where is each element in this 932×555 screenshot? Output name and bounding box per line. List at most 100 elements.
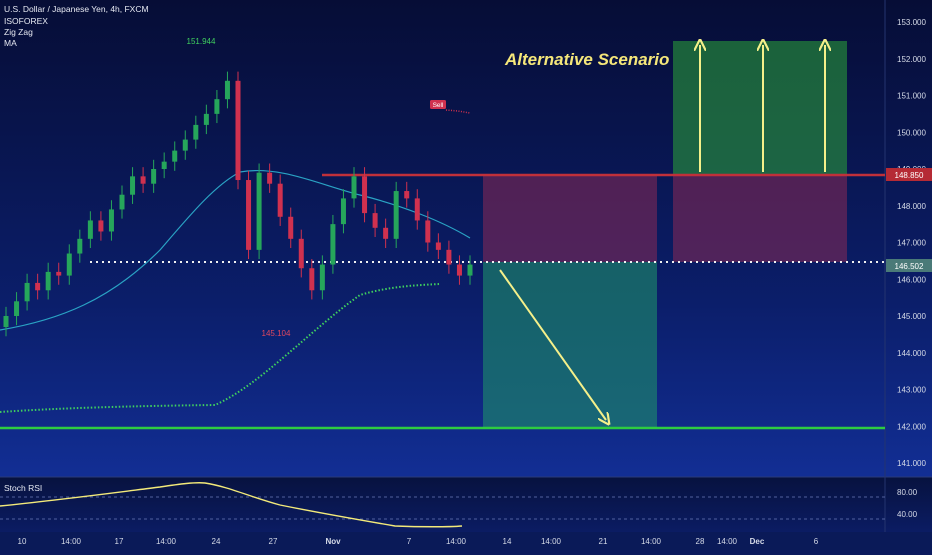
y-tick-label: 144.000 [897,349,926,358]
candle-up [193,124,199,140]
alt-target-zone [673,41,847,175]
candle-up [161,161,167,169]
candle-up [151,169,157,184]
x-tick-label: Dec [750,537,765,546]
current-price-label: 146.502 [895,262,924,271]
rsi-level-80: 80.00 [897,488,918,497]
y-tick-label: 151.000 [897,92,926,101]
y-tick-label: 152.000 [897,55,926,64]
candle-down [56,271,62,276]
candle-up [66,253,72,276]
rsi-title[interactable]: Stoch RSI [4,483,43,493]
alt-stop-zone [673,175,847,262]
x-tick-label: 10 [18,537,27,546]
candle-down [309,268,315,291]
y-tick-label: 141.000 [897,459,926,468]
candle-up [214,99,220,114]
candle-up [393,191,399,239]
down-arrow [499,269,606,420]
candle-up [203,113,209,125]
candle-up [172,150,178,162]
candle-down [140,176,146,184]
candle-down [288,216,294,239]
x-tick-label: 24 [212,537,221,546]
candle-down [246,180,252,250]
indicator-ma[interactable]: MA [4,38,17,48]
rsi-panel-background [0,477,932,532]
x-tick-label: 28 [696,537,705,546]
x-tick-label: 27 [269,537,278,546]
candle-down [362,176,368,214]
sell-marker-label: Sell [433,102,444,109]
x-tick-label: 14:00 [641,537,662,546]
high-label: 151.944 [187,37,216,46]
candle-down [372,213,378,228]
sell-stop-zone [483,175,657,262]
candle-down [298,238,304,269]
y-tick-label: 153.000 [897,18,926,27]
rsi-line [0,482,463,528]
x-tick-label: Nov [325,537,341,546]
sell-target-zone [483,262,657,428]
candle-up [3,316,9,328]
candle-up [340,198,346,225]
candle-down [435,242,441,250]
candle-up [45,271,51,291]
y-tick-label: 142.000 [897,422,926,431]
candle-up [467,264,473,276]
indicator-zigzag[interactable]: Zig Zag [4,27,33,37]
sell-marker-badge [430,100,446,109]
y-tick-label: 148.000 [897,202,926,211]
candle-down [383,227,389,239]
candle-down [35,282,41,291]
candle-up [14,301,20,316]
scenario-title: Alternative Scenario [505,50,670,69]
x-tick-label: 6 [814,537,819,546]
candle-up [119,194,125,210]
candlestick-series [3,71,473,337]
x-tick-label: 17 [115,537,124,546]
candle-up [87,220,93,239]
candle-up [224,80,230,100]
sell-trail [445,109,471,114]
candle-down [404,191,410,199]
candle-up [77,238,83,254]
x-tick-label: 14:00 [446,537,467,546]
candle-up [24,282,30,302]
candle-down [277,183,283,217]
candle-down [414,198,420,221]
x-tick-label: 14:00 [156,537,177,546]
x-tick-label: 7 [407,537,412,546]
candle-up [330,224,336,265]
candle-up [351,176,357,199]
trailing-dots-line [0,283,441,413]
low-label: 145.104 [262,329,291,338]
y-tick-label: 147.000 [897,239,926,248]
resistance-price-label: 148.850 [895,171,924,180]
time-axis-background [0,532,932,550]
candle-down [235,80,241,181]
x-tick-label: 14:00 [541,537,562,546]
candle-down [267,172,273,184]
candle-up [256,172,262,250]
candle-up [130,176,136,195]
symbol-title: U.S. Dollar / Japanese Yen, 4h, FXCM [4,4,149,14]
resistance-price-badge [886,168,932,181]
time-axis[interactable]: 10 14:00 17 14:00 24 27 Nov 7 14:00 14 14:00 21 14:0… [18,537,819,546]
candle-down [446,249,452,265]
x-tick-label: 14 [503,537,512,546]
x-tick-label: 14:00 [61,537,82,546]
y-tick-label: 145.000 [897,312,926,321]
x-tick-label: 14:00 [717,537,738,546]
candle-down [425,220,431,243]
y-tick-label: 143.000 [897,386,926,395]
candle-down [98,220,104,232]
indicator-isoforex[interactable]: ISOFOREX [4,16,48,26]
current-price-badge [886,259,932,272]
y-tick-label: 150.000 [897,128,926,137]
candle-up [108,209,114,232]
rsi-level-40: 40.00 [897,510,918,519]
x-tick-label: 21 [599,537,608,546]
